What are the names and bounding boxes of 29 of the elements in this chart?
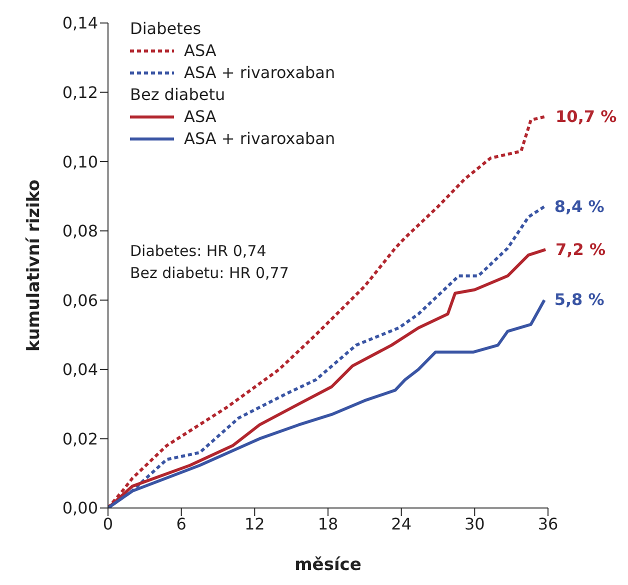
y-tick-label: 0,06: [62, 290, 98, 310]
text: 8,4 %: [554, 196, 604, 218]
x-tick-label: 36: [538, 514, 558, 534]
x-tick-label: 24: [391, 514, 412, 534]
y-tick-label: 0,12: [62, 82, 98, 102]
x-axis-title: měsíce: [294, 555, 362, 576]
x-tick-label: 12: [244, 514, 265, 534]
y-axis-title: kumulativní riziko: [24, 180, 44, 352]
x-tick-label: 18: [318, 514, 338, 534]
annotation: Diabetes: HR 0,74: [130, 241, 268, 262]
y-tick-label: 0,14: [62, 14, 98, 33]
y-tick-label: 0,10: [62, 152, 98, 172]
y-tick-label: 0,00: [62, 498, 98, 518]
legend-label: ASA: [184, 40, 216, 62]
legend-label: ASA: [184, 106, 216, 128]
annotation: Bez diabetu: [130, 84, 226, 106]
y-tick-label: 0,02: [62, 429, 98, 448]
x-tick-label: 6: [176, 514, 186, 534]
text: 5,8 %: [554, 289, 604, 312]
legend-label: ASA + rivaroxaban: [184, 128, 336, 150]
text: 10,7 %: [556, 106, 617, 128]
y-tick-label: 0,08: [62, 222, 98, 241]
text: 7,2 %: [556, 238, 606, 261]
x-tick-label: 0: [102, 514, 114, 534]
annotation: Bez diabetu: HR 0,77: [130, 263, 289, 284]
y-tick-label: 0,04: [62, 360, 98, 380]
legend-label: ASA + rivaroxaban: [184, 62, 336, 84]
annotation: Diabetes: [130, 18, 202, 40]
x-tick-label: 30: [464, 514, 485, 534]
